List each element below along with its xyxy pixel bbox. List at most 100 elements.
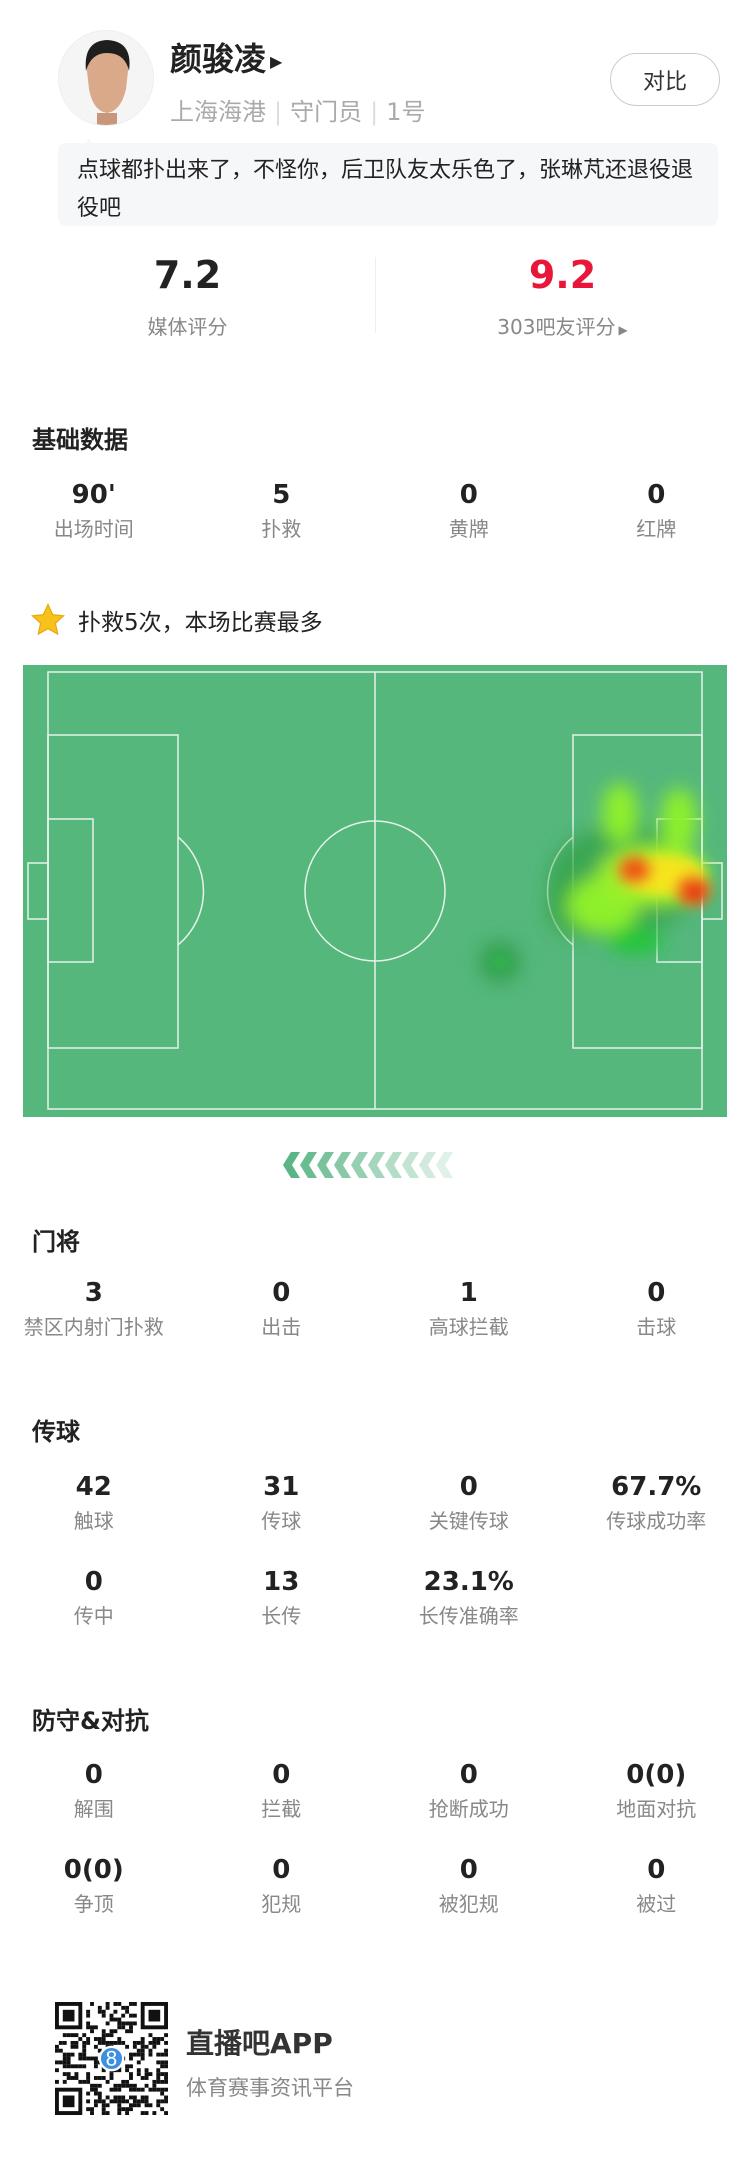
stat-label: 出场时间 [53,517,134,541]
stat-label: 被过 [636,1892,677,1916]
stat-label: 解围 [73,1797,114,1821]
app-name: 直播吧APP [186,2027,333,2060]
stat-label: 红牌 [636,517,677,541]
stat-label: 禁区内射门扑救 [23,1315,164,1339]
section-title-passing: 传球 [32,1418,80,1446]
media-rating: 7.2 媒体评分 [147,253,228,339]
section-title-basic: 基础数据 [32,426,128,454]
stat-value: 3 [84,1278,103,1308]
heatmap-pitch [23,665,727,1117]
stat-value: 0 [647,1278,666,1308]
stat-value: 31 [263,1472,300,1502]
stat-label: 长传准确率 [418,1604,519,1628]
qr-code: 8 [55,2002,168,2115]
stat-item: 23.1% 长传准确率 [375,1566,563,1628]
stat-item: 5 扑救 [188,479,376,541]
chevron-left-icon [435,1152,455,1178]
stat-item: 0(0) 争顶 [0,1854,188,1916]
stat-item: 42 触球 [0,1471,188,1533]
svg-text:8: 8 [105,2048,117,2071]
stat-item: 90' 出场时间 [0,479,188,541]
chevron-left-icon [418,1152,438,1178]
stat-label: 出击 [261,1315,302,1339]
chevron-left-icon [401,1152,421,1178]
stat-item: 0(0) 地面对抗 [563,1759,750,1821]
attack-direction-indicator [282,1152,455,1178]
stat-label: 长传 [261,1604,302,1628]
stat-value: 0 [84,1567,103,1597]
defense-stats: 0 解围 0 拦截 0 抢断成功 0(0) 地面对抗 0(0) 争顶 0 犯规 0 被犯规 0 被过 [0,1759,750,1916]
stat-value: 0 [647,1855,666,1885]
stat-value: 0 [459,1760,478,1790]
stat-item: 0 解围 [0,1759,188,1821]
stat-label: 关键传球 [428,1509,509,1533]
stat-value: 0 [272,1855,291,1885]
stat-value: 0 [84,1760,103,1790]
stat-item: 0 被过 [563,1854,750,1916]
stat-item: 0 击球 [563,1277,750,1339]
stat-value: 0 [647,480,666,510]
stat-label: 抢断成功 [428,1797,509,1821]
player-name[interactable]: 颜骏凌 ▶ [170,40,283,78]
stat-label: 被犯规 [438,1892,499,1916]
stat-label: 犯规 [261,1892,302,1916]
stat-value: 5 [272,480,291,510]
stat-label: 击球 [636,1315,677,1339]
stat-label: 拦截 [261,1797,302,1821]
section-title-defense: 防守&对抗 [32,1707,149,1735]
stat-item: 0 犯规 [188,1854,376,1916]
stat-value: 1 [459,1278,478,1308]
stat-value: 67.7% [611,1472,702,1502]
chevron-left-icon [299,1152,319,1178]
highlight-row: 扑救5次，本场比赛最多 [30,603,323,637]
fan-rating[interactable]: 9.2 303吧友评分 ▶ [497,253,628,339]
stat-label: 传球成功率 [606,1509,707,1533]
stat-item: 0 传中 [0,1566,188,1628]
app-tagline: 体育赛事资讯平台 [186,2076,354,2100]
stat-label: 高球拦截 [428,1315,509,1339]
stat-value: 0 [459,1472,478,1502]
arrow-right-icon: ▶ [270,51,283,71]
stat-value: 0 [272,1760,291,1790]
stat-value: 42 [75,1472,112,1502]
stat-label: 地面对抗 [616,1797,697,1821]
heatmap-hot [495,855,711,967]
divider [375,257,376,333]
stat-item: 0 关键传球 [375,1471,563,1533]
stat-label: 触球 [73,1509,114,1533]
stat-label: 争顶 [73,1892,114,1916]
chevron-left-icon [384,1152,404,1178]
stat-item: 13 长传 [188,1566,376,1628]
star-icon [31,603,65,636]
stat-item: 0 抢断成功 [375,1759,563,1821]
stat-value: 23.1% [423,1567,514,1597]
stat-value: 0 [272,1278,291,1308]
stat-item: 67.7% 传球成功率 [563,1471,750,1533]
stat-item: 0 红牌 [563,479,750,541]
stat-item: 0 出击 [188,1277,376,1339]
arrow-right-icon: ▶ [618,323,628,337]
chevron-left-icon [367,1152,387,1178]
comment-bubble: 点球都扑出来了，不怪你，后卫队友太乐色了，张琳芃还退役退役吧 [58,138,718,226]
stat-value: 0 [459,1855,478,1885]
stat-value: 0(0) [626,1760,687,1790]
stat-label: 传中 [73,1604,114,1628]
goalkeeper-stats: 3 禁区内射门扑救 0 出击 1 高球拦截 0 击球 [0,1277,750,1339]
stat-value: 0 [459,480,478,510]
stat-label: 黄牌 [448,517,489,541]
section-title-goalkeeper: 门将 [32,1228,80,1256]
stat-label: 扑救 [261,517,302,541]
stat-item: 0 黄牌 [375,479,563,541]
stat-value: 90' [71,480,116,510]
stat-item: 1 高球拦截 [375,1277,563,1339]
basic-stats: 90' 出场时间 5 扑救 0 黄牌 0 红牌 [0,479,750,541]
chevron-left-icon [316,1152,336,1178]
player-avatar [58,30,154,126]
stat-label: 传球 [261,1509,302,1533]
stat-item: 0 被犯规 [375,1854,563,1916]
stat-item: 0 拦截 [188,1759,376,1821]
stat-value: 0(0) [63,1855,124,1885]
compare-button[interactable]: 对比 [610,53,720,106]
stat-value: 13 [263,1567,300,1597]
player-info: 上海海港 | 守门员 | 1号 [170,98,426,126]
